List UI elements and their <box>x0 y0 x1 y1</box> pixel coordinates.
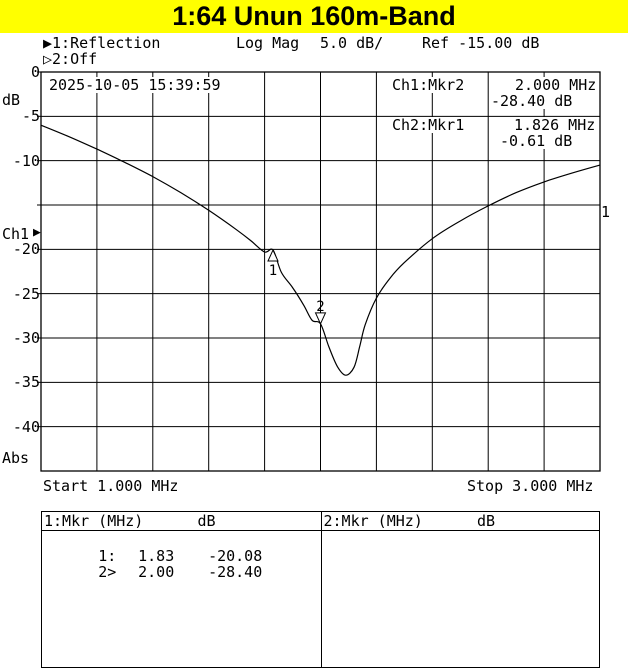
y-tick-label: -30 <box>12 329 40 347</box>
y-tick-label: -20 <box>12 240 40 259</box>
ch1-marker-value: -28.40 dB <box>491 92 573 110</box>
plot-area: 12 <box>37 71 601 472</box>
ch1-marker-frequency: 2.000 MHz <box>515 76 597 94</box>
channel-reference-label: Ch1 <box>2 225 30 243</box>
marker-frequency: 2.00 <box>138 563 175 581</box>
table-row: 1: 1.83 -20.08 <box>44 532 262 580</box>
stop-frequency: Stop 3.000 MHz <box>467 477 594 495</box>
y-tick-label: -40 <box>12 417 40 436</box>
y-tick-label: -35 <box>12 373 40 392</box>
format-label: Log Mag <box>236 34 300 52</box>
marker-2-label: 2 <box>316 299 324 315</box>
timestamp: 2025-10-05 15:39:59 <box>49 76 221 94</box>
marker-frequency: 1.83 <box>138 547 175 565</box>
marker-group: 12 <box>267 248 327 326</box>
marker-table-left-header: 1:Mkr (MHz) dB <box>42 512 321 531</box>
scale-label: 5.0 dB/ <box>320 34 384 52</box>
y-tick-label: -5 <box>21 107 40 126</box>
channel2-label[interactable]: ▷2:Off <box>43 50 98 68</box>
marker-id: 2> <box>98 563 117 581</box>
reference-arrow-icon: ▶ <box>33 225 41 240</box>
marker-table-right-header: 2:Mkr (MHz) dB <box>321 512 599 531</box>
marker-2-triangle <box>314 312 327 326</box>
reference-label: Ref -15.00 dB <box>422 34 540 52</box>
marker-1-triangle <box>267 248 279 262</box>
marker-table-right: 2:Mkr (MHz) dB <box>320 512 599 667</box>
y-tick-label: 0 <box>30 63 40 81</box>
ch2-marker-label: Ch2:Mkr1 <box>392 116 465 134</box>
trace-id-label: 1 <box>601 203 611 221</box>
ch2-marker-frequency: 1.826 MHz <box>514 116 596 134</box>
ch2-marker-value: -0.61 dB <box>500 132 573 150</box>
page-title: 1:64 Unun 160m-Band <box>0 0 628 33</box>
marker-table-left: 1:Mkr (MHz) dB 1: 1.83 -20.08 2> 2.00 -28.40 <box>42 512 321 667</box>
marker-1-label: 1 <box>269 263 277 279</box>
ch1-marker-label: Ch1:Mkr2 <box>392 76 465 94</box>
marker-db: -28.40 <box>208 563 263 581</box>
marker-db: -20.08 <box>208 547 263 565</box>
marker-id: 1: <box>98 547 117 565</box>
y-tick-label: -10 <box>12 151 40 170</box>
trace-line <box>40 124 601 376</box>
start-frequency: Start 1.000 MHz <box>43 477 179 495</box>
abs-label: Abs <box>2 449 30 467</box>
grid <box>37 71 600 471</box>
plot-frame <box>40 71 601 472</box>
table-row: 2> 2.00 -28.40 <box>44 548 262 596</box>
channel1-label[interactable]: ▶1:Reflection <box>43 34 161 52</box>
marker-table: 1:Mkr (MHz) dB 1: 1.83 -20.08 2> 2.00 -28.40… <box>41 511 600 668</box>
y-tick-label: -25 <box>12 284 40 303</box>
y-unit-label: dB <box>2 91 21 109</box>
